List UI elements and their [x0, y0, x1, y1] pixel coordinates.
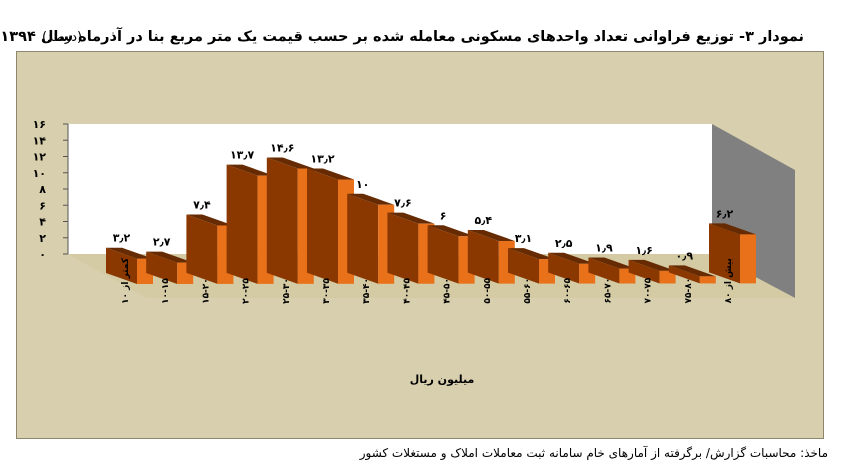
data-label: ۶ — [440, 209, 447, 222]
x-tick-label: ۲۰-۲۵ — [242, 278, 252, 304]
y-tick-label: ۴ — [39, 216, 46, 229]
data-label: ۱٫۶ — [635, 244, 653, 257]
bar-top — [508, 248, 555, 260]
unit-label: (درصد) — [42, 30, 83, 45]
y-axis: ۰ ۲ ۴ ۶ ۸ ۱۰ ۱۲ ۱۴ ۱۶ — [33, 118, 69, 261]
bar-side — [668, 265, 700, 284]
bar-side — [146, 251, 178, 284]
data-labels: ۳٫۲ ۲٫۷ ۷٫۴ ۱۳٫۷ ۱۴٫۶ ۱۳٫۲ ۱۰ ۷٫۶ ۶ ۵٫۴ ۳٫۱ ۲٫۵ ۱٫۹ ۱… — [113, 141, 734, 262]
y-tick-label: ۰ — [39, 248, 46, 261]
bar-top — [307, 168, 354, 180]
x-tick-label: ۴۵-۵۰ — [443, 278, 453, 304]
data-label: ۱۴٫۶ — [270, 141, 294, 154]
bar-side — [588, 257, 620, 284]
data-label: ۱۳٫۷ — [230, 149, 255, 162]
x-tick-label: ۵۵-۶۰ — [523, 278, 533, 304]
bar-top — [668, 265, 716, 277]
bar-side — [347, 193, 379, 284]
bar-top — [628, 259, 676, 271]
bar-top — [709, 223, 756, 235]
bar-side — [266, 157, 298, 284]
bar-top — [548, 252, 596, 264]
y-tick-label: ۲ — [39, 232, 46, 245]
x-tick-label: ۱۰-۱۵ — [161, 278, 171, 304]
bars — [106, 157, 756, 284]
bar-side — [307, 168, 338, 284]
bar-side — [467, 229, 499, 284]
x-tick-label: ۵۰-۵۵ — [483, 277, 493, 303]
data-label: ۷٫۴ — [193, 198, 211, 211]
bar-top — [106, 247, 153, 259]
data-label: ۱۳٫۲ — [310, 153, 335, 166]
bar-side — [508, 248, 539, 284]
bar-side — [548, 252, 580, 284]
bar-top — [347, 193, 395, 205]
x-tick-label: ۶۵-۷۰ — [603, 278, 613, 304]
data-label: ۱٫۹ — [595, 242, 613, 255]
chart-title: نمودار ۳- توزیع فراوانی تعداد واحدهای مس… — [0, 29, 804, 45]
bar-side — [387, 212, 419, 284]
bar-top — [467, 229, 515, 241]
y-tick-label: ۱۴ — [33, 134, 47, 147]
x-tick-label: ۷۵-۸۰ — [684, 278, 694, 304]
x-tick-label: ۳۰-۳۵ — [322, 278, 332, 304]
bar-side — [226, 164, 258, 284]
data-label: ۵٫۴ — [475, 214, 493, 227]
bar-top — [266, 157, 314, 169]
bar-side — [186, 214, 218, 284]
bar-top — [186, 214, 234, 226]
y-tick-label: ۱۶ — [33, 118, 46, 131]
bar-side — [628, 259, 660, 284]
bar-top — [387, 212, 435, 224]
x-tick-label: ۳۵-۴۰ — [362, 278, 372, 304]
x-tick-label: ۴۰-۴۵ — [402, 278, 412, 304]
bar-side — [106, 247, 137, 284]
bar — [659, 270, 676, 284]
bar — [699, 276, 716, 284]
y-tick-label: ۸ — [39, 183, 46, 196]
data-label: ۲٫۵ — [555, 237, 573, 250]
x-tick-label: ۱۵-۲۰ — [201, 278, 211, 304]
data-label: ۶٫۲ — [716, 207, 734, 220]
x-tick-label: بیش از ۸۰ — [724, 258, 734, 303]
data-label: ۰٫۹ — [676, 249, 694, 262]
bar-side — [427, 225, 459, 284]
data-label: ۳٫۱ — [515, 232, 533, 245]
y-tick-label: ۱۲ — [33, 151, 47, 164]
data-label: ۱۰ — [356, 178, 369, 191]
bar-top — [588, 257, 636, 269]
data-label: ۷٫۶ — [394, 197, 412, 210]
data-label: ۳٫۲ — [113, 232, 131, 245]
x-tick-labels: کمتر از ۱۰ ۱۰-۱۵ ۱۵-۲۰ ۲۰-۲۵ ۲۵-۳۰ ۳۰-۳۵ ۳۵-۴۰… — [121, 257, 734, 304]
y-tick-label: ۱۰ — [33, 167, 46, 180]
x-tick-label: ۷۰-۷۵ — [644, 277, 654, 303]
bar-top — [226, 164, 274, 176]
x-tick-label: ۲۵-۳۰ — [282, 278, 292, 304]
x-tick-label: ۶۰-۶۵ — [563, 277, 573, 303]
x-axis-label: میلیون ریال — [410, 373, 475, 386]
bar-side — [709, 223, 740, 284]
x-tick-label: کمتر از ۱۰ — [121, 257, 131, 304]
bar-top — [427, 225, 475, 237]
data-label: ۲٫۷ — [153, 236, 171, 249]
source-note: ماخذ: محاسبات گزارش/ برگرفته از آمارهای … — [359, 446, 828, 460]
y-tick-label: ۶ — [39, 199, 46, 212]
bar-top — [146, 251, 194, 263]
bar — [740, 234, 756, 284]
